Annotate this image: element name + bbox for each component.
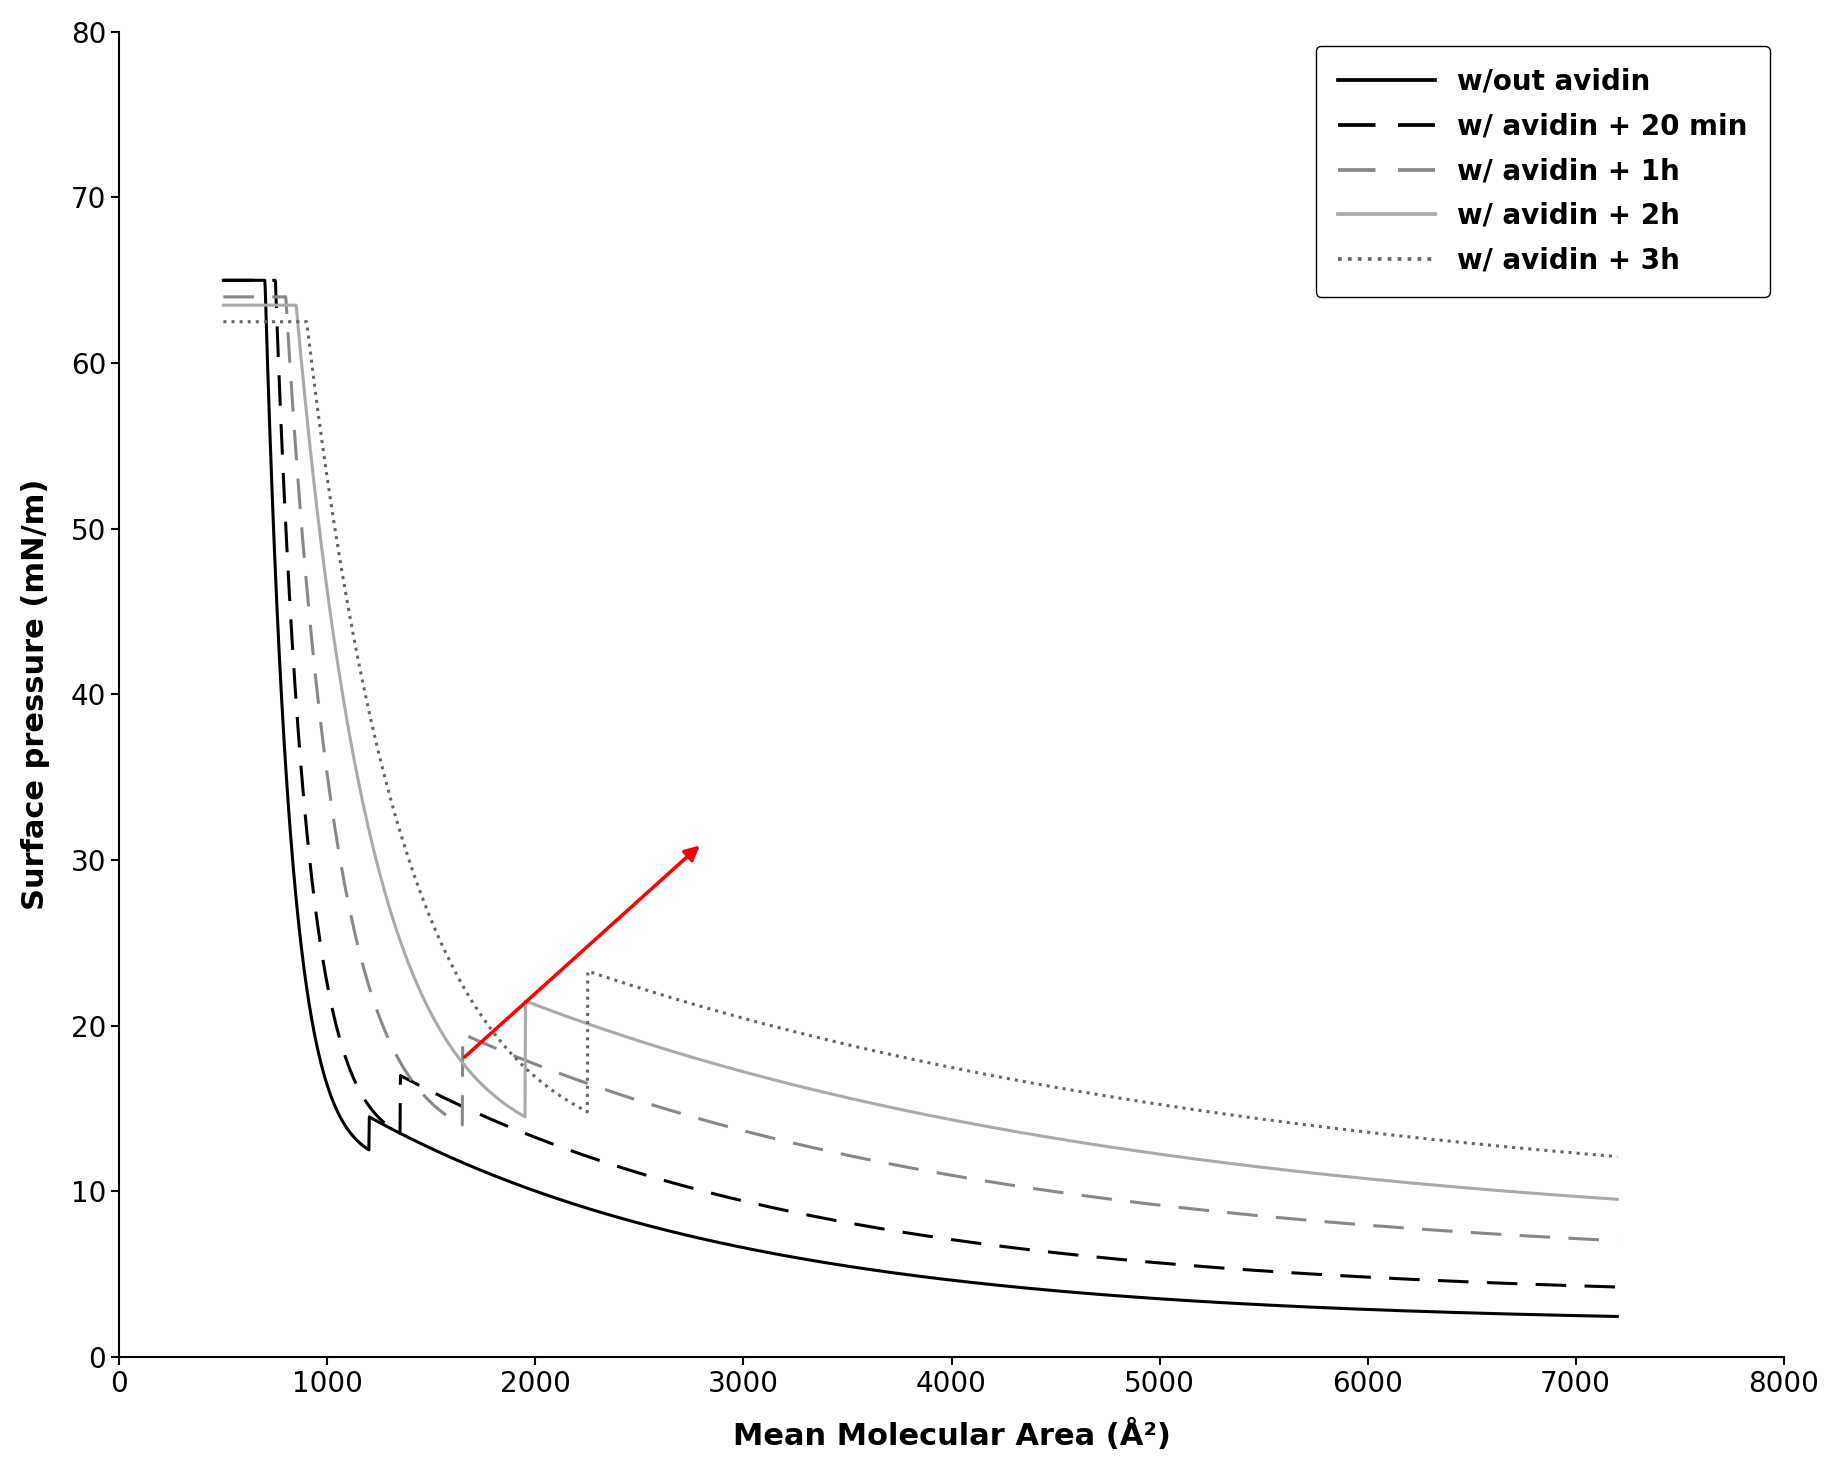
Y-axis label: Surface pressure (mN/m): Surface pressure (mN/m) [20, 478, 50, 910]
Legend: w/out avidin, w/ avidin + 20 min, w/ avidin + 1h, w/ avidin + 2h, w/ avidin + 3h: w/out avidin, w/ avidin + 20 min, w/ avi… [1315, 46, 1769, 297]
X-axis label: Mean Molecular Area (Å²): Mean Molecular Area (Å²) [732, 1419, 1170, 1451]
